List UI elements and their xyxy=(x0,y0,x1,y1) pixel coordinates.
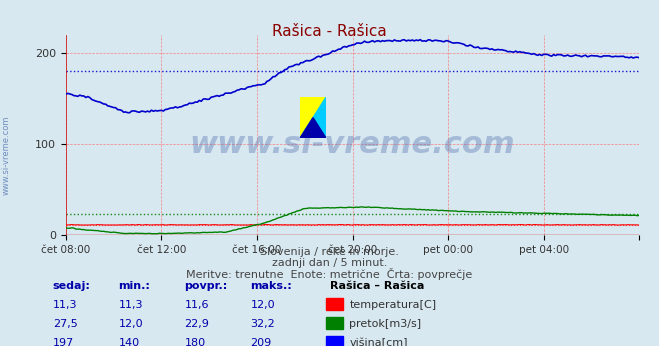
Text: 12,0: 12,0 xyxy=(250,300,275,310)
Text: 11,3: 11,3 xyxy=(53,300,77,310)
Text: 27,5: 27,5 xyxy=(53,319,78,329)
Text: temperatura[C]: temperatura[C] xyxy=(349,300,436,310)
Text: 197: 197 xyxy=(53,338,74,346)
Text: sedaj:: sedaj: xyxy=(53,281,90,291)
Text: Rašica – Rašica: Rašica – Rašica xyxy=(330,281,424,291)
Text: 22,9: 22,9 xyxy=(185,319,210,329)
Text: 32,2: 32,2 xyxy=(250,319,275,329)
Text: 140: 140 xyxy=(119,338,140,346)
Polygon shape xyxy=(300,97,326,138)
Text: 11,3: 11,3 xyxy=(119,300,143,310)
Text: 11,6: 11,6 xyxy=(185,300,209,310)
Text: zadnji dan / 5 minut.: zadnji dan / 5 minut. xyxy=(272,258,387,268)
Text: pretok[m3/s]: pretok[m3/s] xyxy=(349,319,421,329)
Polygon shape xyxy=(300,118,326,138)
Text: višina[cm]: višina[cm] xyxy=(349,338,408,346)
Text: www.si-vreme.com: www.si-vreme.com xyxy=(190,130,515,160)
Text: 180: 180 xyxy=(185,338,206,346)
Text: min.:: min.: xyxy=(119,281,150,291)
Text: 209: 209 xyxy=(250,338,272,346)
Text: 12,0: 12,0 xyxy=(119,319,143,329)
Text: maks.:: maks.: xyxy=(250,281,292,291)
Text: Rašica - Rašica: Rašica - Rašica xyxy=(272,24,387,39)
Text: Slovenija / reke in morje.: Slovenija / reke in morje. xyxy=(260,247,399,257)
Text: www.si-vreme.com: www.si-vreme.com xyxy=(2,116,11,195)
Polygon shape xyxy=(300,97,326,138)
Text: Meritve: trenutne  Enote: metrične  Črta: povprečje: Meritve: trenutne Enote: metrične Črta: … xyxy=(186,268,473,280)
Text: povpr.:: povpr.: xyxy=(185,281,228,291)
